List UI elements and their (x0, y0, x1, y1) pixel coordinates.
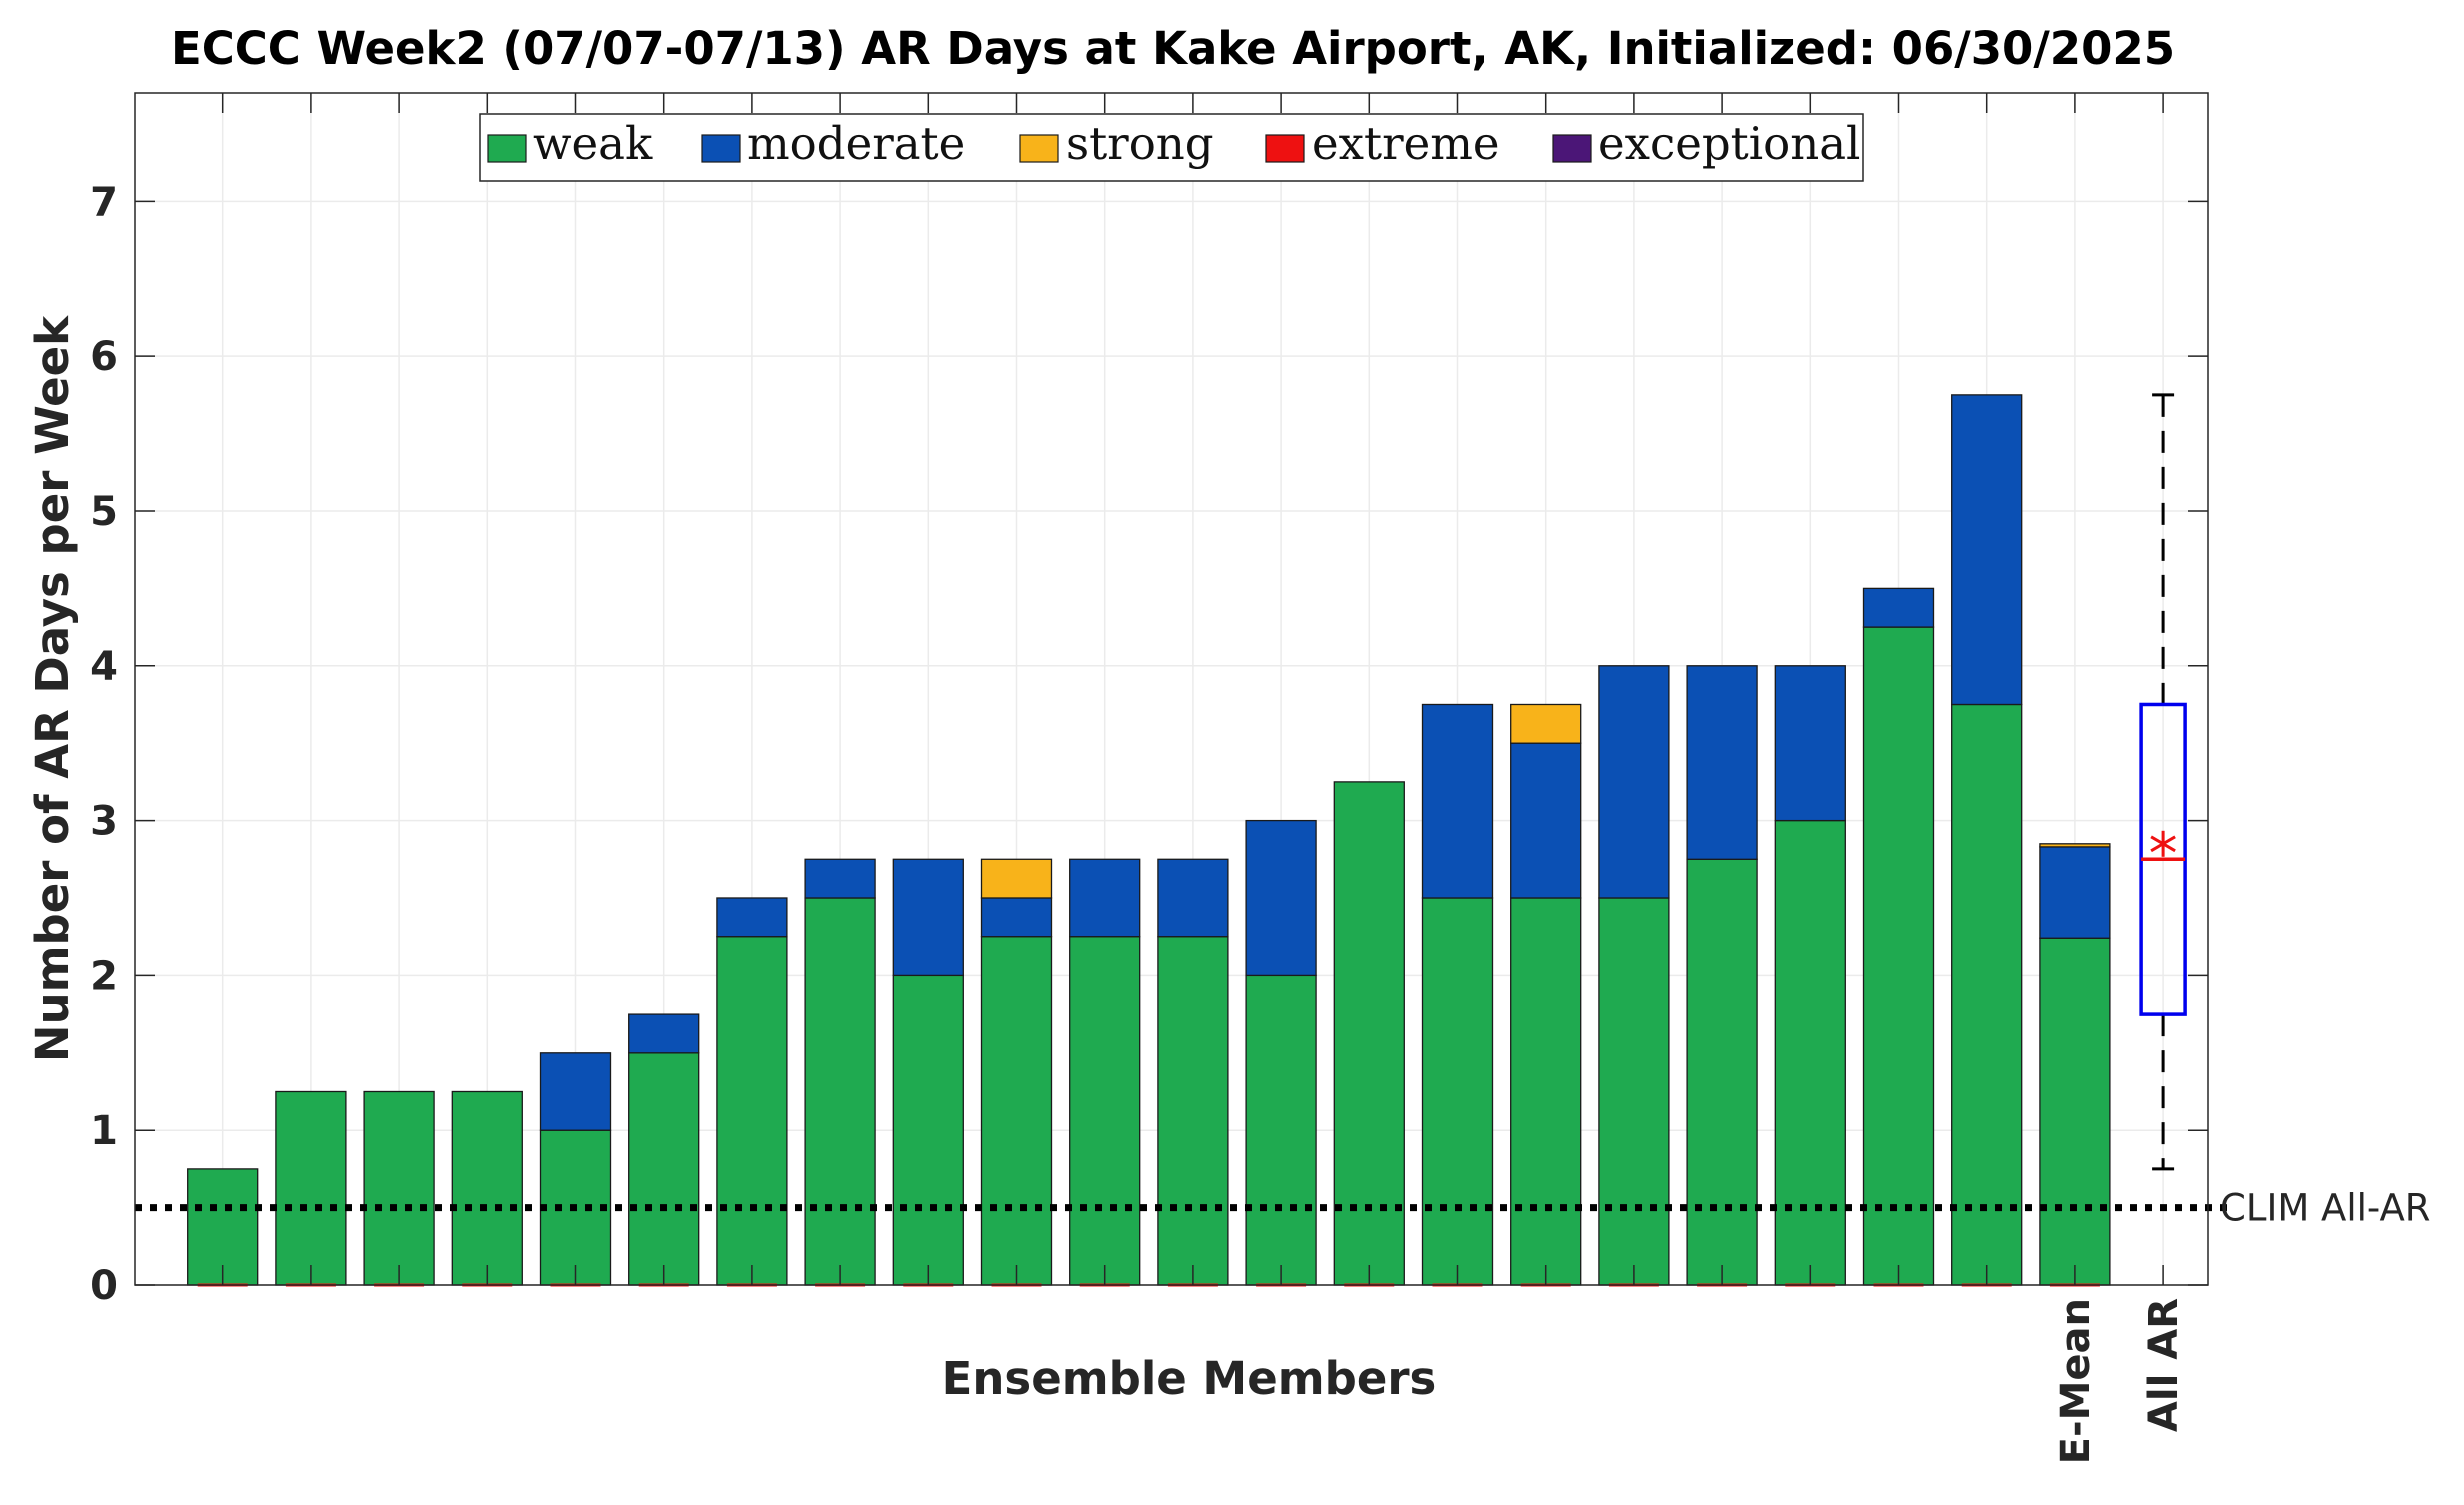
y-tick-label-6: 6 (90, 334, 118, 380)
bar-weak-3 (451, 1090, 523, 1286)
bar-weak-10 (1069, 936, 1141, 1286)
legend: weak moderate strong extreme exceptional (479, 113, 1864, 182)
legend-swatch-exceptional (1552, 134, 1592, 163)
bar-moderate-16 (1598, 665, 1670, 899)
x-tick-label-all-ar: All AR (2141, 1298, 2187, 1432)
legend-label-strong: strong (1066, 117, 1214, 170)
x-tick-labels: E-Mean All AR (2053, 1298, 2187, 1464)
y-tick-label-5: 5 (90, 489, 118, 535)
mean-star-marker (2150, 830, 2176, 857)
bar-moderate-10 (1069, 858, 1141, 938)
bar-weak-11 (1157, 936, 1229, 1286)
bar-weak-12 (1245, 974, 1317, 1286)
boxplot (2139, 393, 2187, 1171)
y-tick-label-4: 4 (90, 644, 118, 690)
legend-swatch-weak (487, 134, 527, 163)
bar-weak-5 (628, 1052, 700, 1286)
bar-strong-15 (1510, 703, 1582, 744)
bar-moderate-7 (804, 858, 876, 899)
legend-label-exceptional: exceptional (1598, 117, 1860, 170)
bar-moderate-8 (892, 858, 964, 977)
legend-swatch-extreme (1265, 134, 1305, 163)
bar-weak-14 (1421, 897, 1494, 1286)
bar-moderate-4 (539, 1052, 612, 1131)
bar-weak-1 (275, 1090, 347, 1286)
legend-label-moderate: moderate (747, 117, 965, 170)
climatology-line: CLIM All-AR (135, 1187, 2430, 1230)
y-tick-labels: 0 1 2 3 4 5 6 7 (90, 179, 118, 1309)
climatology-label: CLIM All-AR (2220, 1187, 2430, 1230)
bar-strong-9 (980, 858, 1053, 899)
y-tick-label-3: 3 (90, 799, 118, 845)
bar-weak-9 (980, 936, 1053, 1286)
legend-label-extreme: extreme (1312, 117, 1500, 170)
bar-moderate-18 (1774, 665, 1846, 822)
bar-weak-8 (892, 974, 964, 1286)
legend-label-weak: weak (533, 117, 653, 170)
y-tick-label-1: 1 (90, 1108, 118, 1154)
bar-weak-20 (1951, 703, 2023, 1286)
bar-moderate-9 (980, 897, 1053, 938)
mean-star-stroke-2 (2150, 835, 2176, 853)
bar-strong-21 (2039, 843, 2111, 848)
plot-frame (134, 92, 2209, 1286)
bar-weak-16 (1598, 897, 1670, 1286)
bar-moderate-21 (2039, 846, 2111, 939)
bar-moderate-5 (628, 1013, 700, 1054)
legend-swatch-moderate (701, 134, 741, 163)
y-tick-label-2: 2 (90, 953, 118, 999)
bar-moderate-19 (1862, 587, 1935, 628)
bar-weak-13 (1333, 781, 1405, 1286)
x-axis-label: Ensemble Members (942, 1352, 1437, 1405)
bar-weak-7 (804, 897, 876, 1286)
axis-ticks (135, 93, 2208, 1286)
chart-title: ECCC Week2 (07/07-07/13) AR Days at Kake… (171, 22, 2175, 75)
bar-moderate-6 (716, 897, 788, 938)
bar-moderate-17 (1686, 665, 1758, 860)
y-tick-label-0: 0 (90, 1263, 118, 1309)
bar-weak-21 (2039, 937, 2111, 1286)
bar-moderate-15 (1510, 742, 1582, 899)
bar-weak-18 (1774, 819, 1846, 1286)
bar-moderate-14 (1421, 703, 1494, 899)
bar-moderate-20 (1951, 394, 2023, 706)
y-tick-label-7: 7 (90, 179, 118, 225)
x-tick-label-e-mean: E-Mean (2053, 1298, 2099, 1464)
bars (187, 394, 2111, 1287)
bar-moderate-11 (1157, 858, 1229, 938)
bar-moderate-12 (1245, 819, 1317, 977)
y-axis-label: Number of AR Days per Week (26, 315, 79, 1062)
bar-weak-2 (363, 1090, 435, 1286)
legend-swatch-strong (1019, 134, 1059, 163)
bar-weak-15 (1510, 897, 1582, 1286)
bar-weak-19 (1862, 626, 1935, 1286)
bar-weak-6 (716, 936, 788, 1286)
bar-weak-17 (1686, 858, 1758, 1286)
